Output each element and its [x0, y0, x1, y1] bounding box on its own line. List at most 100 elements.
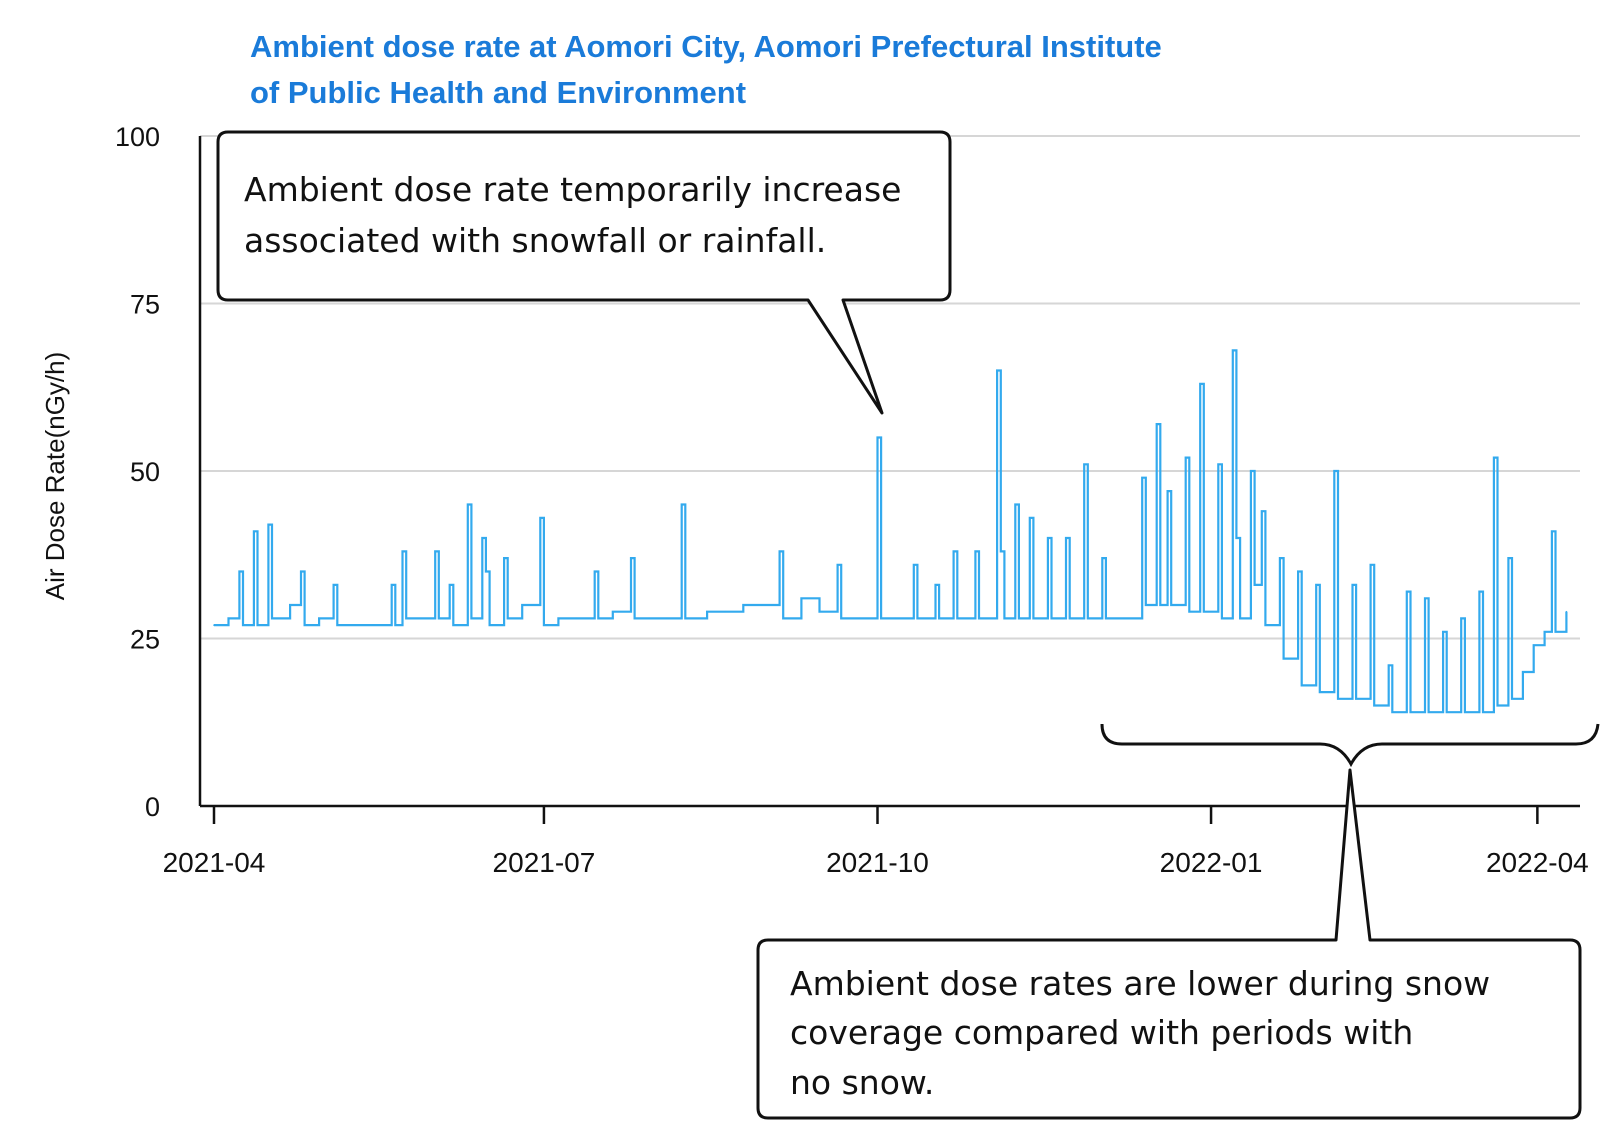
callout-snowfall-bubble [216, 130, 952, 415]
x-tick-label-2022-04: 2022-04 [1486, 847, 1589, 878]
series-point [539, 517, 542, 519]
series-point [1279, 557, 1281, 559]
series-point [1565, 610, 1568, 613]
chart-title-line-2: of Public Health and Environment [250, 75, 746, 110]
series-point [1427, 711, 1430, 713]
series-point [612, 610, 614, 613]
series-point [934, 584, 937, 586]
callout-snowfall-line-1: Ambient dose rate temporarily increase [244, 170, 901, 209]
series-point [503, 557, 505, 559]
series-point [648, 617, 650, 620]
series-point [1018, 617, 1020, 620]
series-point [952, 550, 955, 553]
series-point [405, 617, 408, 620]
series-point [1406, 590, 1408, 593]
y-tick-label-25: 25 [130, 625, 160, 655]
series-point [818, 610, 821, 613]
snow-period-brace [1100, 723, 1600, 768]
series-point [1232, 349, 1234, 352]
chart-title-line-1: Ambient dose rate at Aomori City, Aomori… [250, 29, 1162, 64]
y-tick-label-0: 0 [145, 792, 160, 822]
series-point [938, 617, 940, 620]
series-point [1000, 550, 1002, 553]
callout-snow-coverage-line-2: coverage compared with periods with [790, 1013, 1413, 1052]
series-point [1068, 617, 1071, 620]
series-point [390, 584, 393, 586]
series-point [1188, 610, 1191, 613]
callout-snow-coverage-bubble [756, 768, 1582, 1120]
series-point [557, 617, 560, 620]
series-point [267, 523, 270, 526]
series-point [1445, 711, 1448, 713]
series-point [303, 624, 306, 626]
series-point [394, 624, 397, 626]
series-point [1387, 664, 1390, 667]
series-point [1333, 470, 1336, 472]
series-point [289, 604, 291, 606]
series-point [1554, 631, 1557, 633]
series-point [1551, 530, 1553, 533]
series-point [597, 617, 600, 620]
series-point [778, 550, 781, 553]
series-point [913, 564, 915, 566]
series-point [1235, 537, 1238, 539]
series-point [419, 617, 422, 620]
series-point [1511, 698, 1513, 700]
series-point [1496, 704, 1499, 707]
series-point [1460, 617, 1462, 620]
series-point [1199, 383, 1201, 385]
series-point [1442, 631, 1444, 633]
series-point [434, 550, 437, 553]
series-point [1478, 590, 1481, 593]
series-point [256, 624, 259, 626]
series-point [876, 436, 879, 439]
y-tick-layer: 0 25 50 75 100 [115, 122, 160, 822]
series-point [506, 617, 509, 620]
series-point [978, 617, 980, 620]
series-point [1373, 704, 1375, 707]
series-point [300, 570, 302, 573]
series-point [1543, 631, 1546, 633]
x-tick-label-2021-04: 2021-04 [163, 847, 266, 878]
series-point [1424, 597, 1426, 600]
series-point [401, 550, 404, 553]
series-point [706, 610, 708, 613]
series-point [238, 570, 241, 573]
series-point [1083, 463, 1085, 466]
series-point [488, 624, 491, 626]
series-point [894, 617, 897, 620]
callout-snow-coverage-line-3: no snow. [790, 1063, 934, 1102]
series-point [452, 624, 455, 626]
series-point [916, 617, 919, 620]
series-point [336, 624, 339, 626]
series-point [1159, 604, 1162, 606]
series-point [1532, 644, 1535, 646]
series-point [470, 617, 473, 620]
series-point [1319, 691, 1321, 693]
callout-snowfall: Ambient dose rate temporarily increase a… [216, 130, 952, 415]
series-point [1155, 423, 1158, 425]
series-point [956, 617, 959, 620]
series-point [227, 617, 230, 620]
series-point [1105, 617, 1107, 620]
series-point [485, 570, 487, 573]
series-point [1014, 503, 1017, 506]
series-point [1464, 711, 1466, 713]
series-point [448, 584, 451, 586]
series-point [372, 624, 375, 626]
x-tick-label-2021-10: 2021-10 [826, 847, 929, 878]
series-point [858, 617, 861, 620]
series-point [438, 617, 440, 620]
series-point [1145, 604, 1147, 606]
series-point [1170, 604, 1172, 606]
series-point [1123, 617, 1125, 620]
series-point [1050, 617, 1053, 620]
series-point [880, 617, 882, 620]
series-point [840, 617, 842, 620]
series-point [800, 597, 803, 600]
series-point [521, 604, 523, 606]
series-point [974, 550, 977, 553]
series-point [1282, 657, 1285, 660]
series-point [666, 617, 668, 620]
